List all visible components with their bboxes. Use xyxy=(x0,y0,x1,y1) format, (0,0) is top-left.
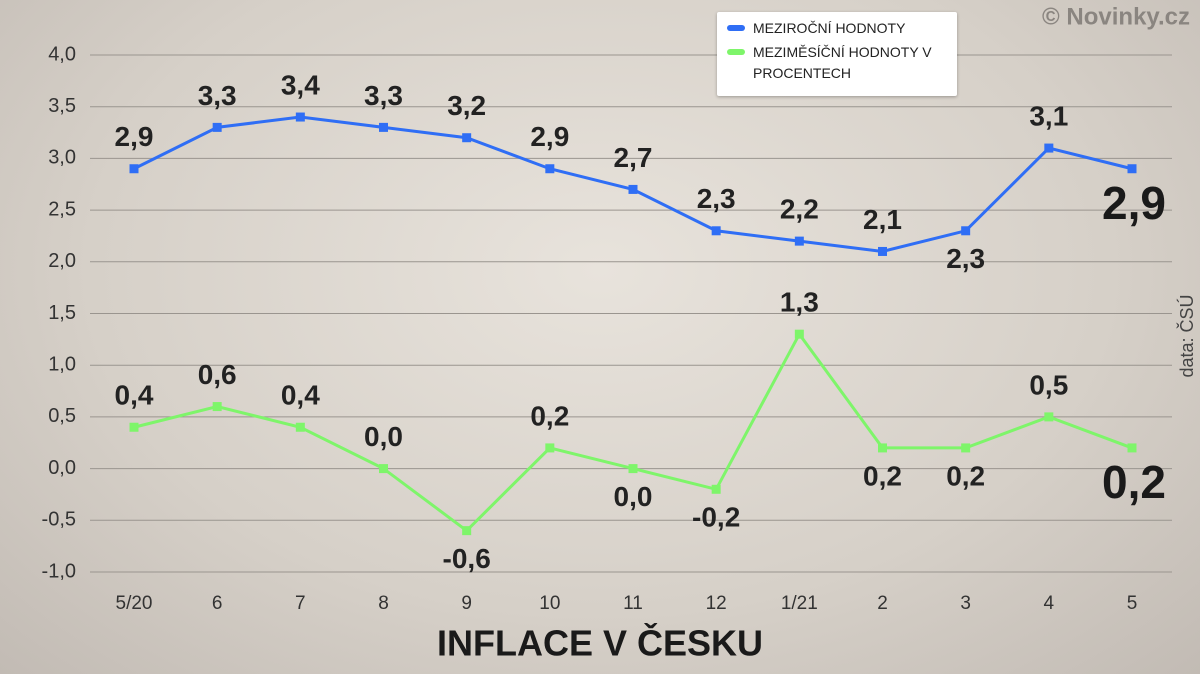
chart-title: INFLACE V ČESKU xyxy=(437,622,763,664)
data-point xyxy=(794,329,804,339)
data-label: 3,4 xyxy=(281,69,320,100)
y-tick-label: 0,5 xyxy=(48,405,76,427)
watermark: © Novinky.cz xyxy=(1042,3,1190,30)
y-tick-label: 1,5 xyxy=(48,302,76,324)
y-tick-label: 2,0 xyxy=(48,250,76,272)
data-point xyxy=(295,422,305,432)
data-label: 0,5 xyxy=(1029,369,1068,400)
data-label: 0,4 xyxy=(281,380,320,411)
data-point xyxy=(961,226,971,236)
data-point xyxy=(212,122,222,132)
data-label: 2,7 xyxy=(614,142,653,173)
data-label: -0,2 xyxy=(692,502,740,533)
data-label: 0,0 xyxy=(614,481,653,512)
data-point xyxy=(628,464,638,474)
data-label: 3,3 xyxy=(364,80,403,111)
x-tick-label: 5 xyxy=(1127,593,1138,614)
data-label: 2,3 xyxy=(697,183,736,214)
data-point xyxy=(545,443,555,453)
x-tick-label: 3 xyxy=(960,593,971,614)
data-label: 1,3 xyxy=(780,287,819,318)
data-label: 2,9 xyxy=(1102,177,1166,229)
data-label: 0,2 xyxy=(530,400,569,431)
data-point xyxy=(1044,412,1054,422)
data-point xyxy=(1044,143,1054,153)
data-point xyxy=(794,236,804,246)
legend-swatch xyxy=(727,25,745,31)
data-point xyxy=(295,112,305,122)
data-label: 0,2 xyxy=(1102,456,1166,508)
data-point xyxy=(129,422,139,432)
data-label: 2,9 xyxy=(530,121,569,152)
data-label: 0,4 xyxy=(115,380,154,411)
legend: MEZIROČNÍ HODNOTY MEZIMĚSÍČNÍ HODNOTY V P… xyxy=(717,12,957,96)
x-tick-label: 9 xyxy=(461,593,472,614)
data-label: 2,3 xyxy=(946,243,985,274)
legend-label: MEZIROČNÍ HODNOTY xyxy=(753,20,906,36)
legend-label: MEZIMĚSÍČNÍ HODNOTY V PROCENTECH xyxy=(753,44,932,81)
y-tick-label: 1,0 xyxy=(48,353,76,375)
data-point xyxy=(878,443,887,453)
data-point xyxy=(711,484,721,494)
data-label: 0,2 xyxy=(946,460,985,491)
data-point xyxy=(379,122,388,132)
data-label: 3,2 xyxy=(447,90,486,121)
data-point xyxy=(462,133,472,143)
legend-item: MEZIMĚSÍČNÍ HODNOTY V PROCENTECH xyxy=(727,42,947,84)
x-tick-label: 7 xyxy=(295,593,306,614)
y-tick-label: 2,5 xyxy=(48,198,76,220)
y-tick-label: 3,5 xyxy=(48,95,76,117)
data-point xyxy=(129,164,139,174)
y-tick-label: -1,0 xyxy=(42,560,76,582)
x-tick-label: 5/20 xyxy=(116,593,153,614)
data-point xyxy=(628,184,638,194)
data-point xyxy=(1127,164,1137,174)
x-tick-label: 11 xyxy=(623,593,643,614)
data-label: 0,0 xyxy=(364,421,403,452)
data-label: 2,2 xyxy=(780,194,819,225)
data-label: -0,6 xyxy=(443,543,491,574)
data-point xyxy=(711,226,721,236)
y-tick-label: 3,0 xyxy=(48,147,76,169)
x-tick-label: 1/21 xyxy=(781,593,818,614)
data-label: 2,1 xyxy=(863,204,902,235)
data-label: 3,3 xyxy=(198,80,237,111)
data-point xyxy=(878,246,887,256)
x-tick-label: 6 xyxy=(212,593,223,614)
x-tick-label: 12 xyxy=(706,593,727,614)
data-point xyxy=(462,526,472,536)
series-line xyxy=(133,115,1133,253)
data-label: 0,6 xyxy=(198,359,237,390)
data-point xyxy=(1127,443,1137,453)
source: data: ČSÚ xyxy=(1176,294,1197,377)
data-point xyxy=(961,443,971,453)
x-tick-label: 10 xyxy=(539,593,560,614)
x-tick-label: 4 xyxy=(1044,593,1055,614)
y-tick-label: 4,0 xyxy=(48,43,76,65)
data-point xyxy=(545,164,555,174)
y-tick-label: 0,0 xyxy=(48,457,76,479)
x-tick-label: 2 xyxy=(877,593,888,614)
legend-swatch xyxy=(727,49,745,55)
x-tick-label: 8 xyxy=(378,593,389,614)
data-label: 2,9 xyxy=(115,121,154,152)
data-point xyxy=(212,402,222,412)
data-label: 0,2 xyxy=(863,460,902,491)
data-point xyxy=(379,464,388,474)
legend-item: MEZIROČNÍ HODNOTY xyxy=(727,18,947,39)
y-tick-label: -0,5 xyxy=(42,509,76,531)
data-label: 3,1 xyxy=(1029,100,1068,131)
